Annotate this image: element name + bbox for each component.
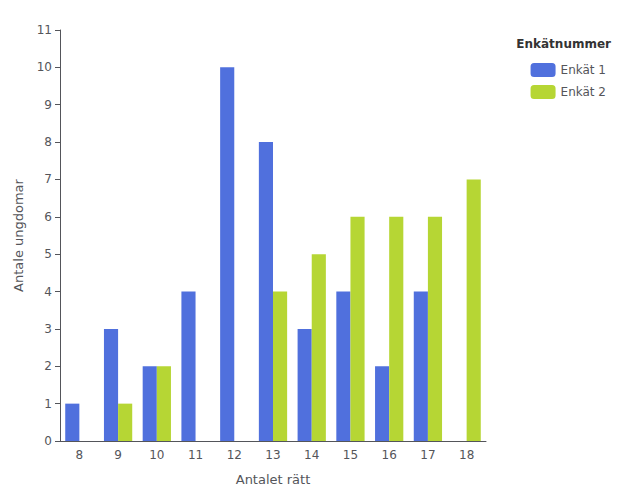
svg-text:17: 17 [420, 448, 435, 462]
svg-text:Enkät 2: Enkät 2 [561, 85, 606, 99]
svg-text:11: 11 [188, 448, 203, 462]
svg-text:15: 15 [343, 448, 358, 462]
svg-text:8: 8 [44, 135, 52, 149]
svg-text:1: 1 [44, 397, 52, 411]
svg-text:16: 16 [382, 448, 397, 462]
svg-text:5: 5 [44, 247, 52, 261]
svg-text:8: 8 [76, 448, 84, 462]
svg-text:13: 13 [265, 448, 280, 462]
svg-text:18: 18 [459, 448, 474, 462]
svg-text:12: 12 [227, 448, 242, 462]
svg-text:11: 11 [37, 23, 52, 37]
svg-text:10: 10 [37, 60, 52, 74]
svg-text:9: 9 [114, 448, 122, 462]
svg-text:Enkät 1: Enkät 1 [561, 63, 606, 77]
svg-text:6: 6 [44, 210, 52, 224]
svg-text:0: 0 [44, 434, 52, 448]
svg-text:3: 3 [44, 322, 52, 336]
svg-text:7: 7 [44, 172, 52, 186]
svg-text:14: 14 [304, 448, 319, 462]
svg-text:10: 10 [149, 448, 164, 462]
svg-text:4: 4 [44, 285, 52, 299]
svg-text:Enkätnummer: Enkätnummer [516, 37, 611, 51]
svg-text:Antalet rätt: Antalet rätt [236, 472, 311, 487]
svg-text:2: 2 [44, 359, 52, 373]
svg-text:Antale ungdomar: Antale ungdomar [11, 178, 26, 292]
svg-text:9: 9 [44, 98, 52, 112]
